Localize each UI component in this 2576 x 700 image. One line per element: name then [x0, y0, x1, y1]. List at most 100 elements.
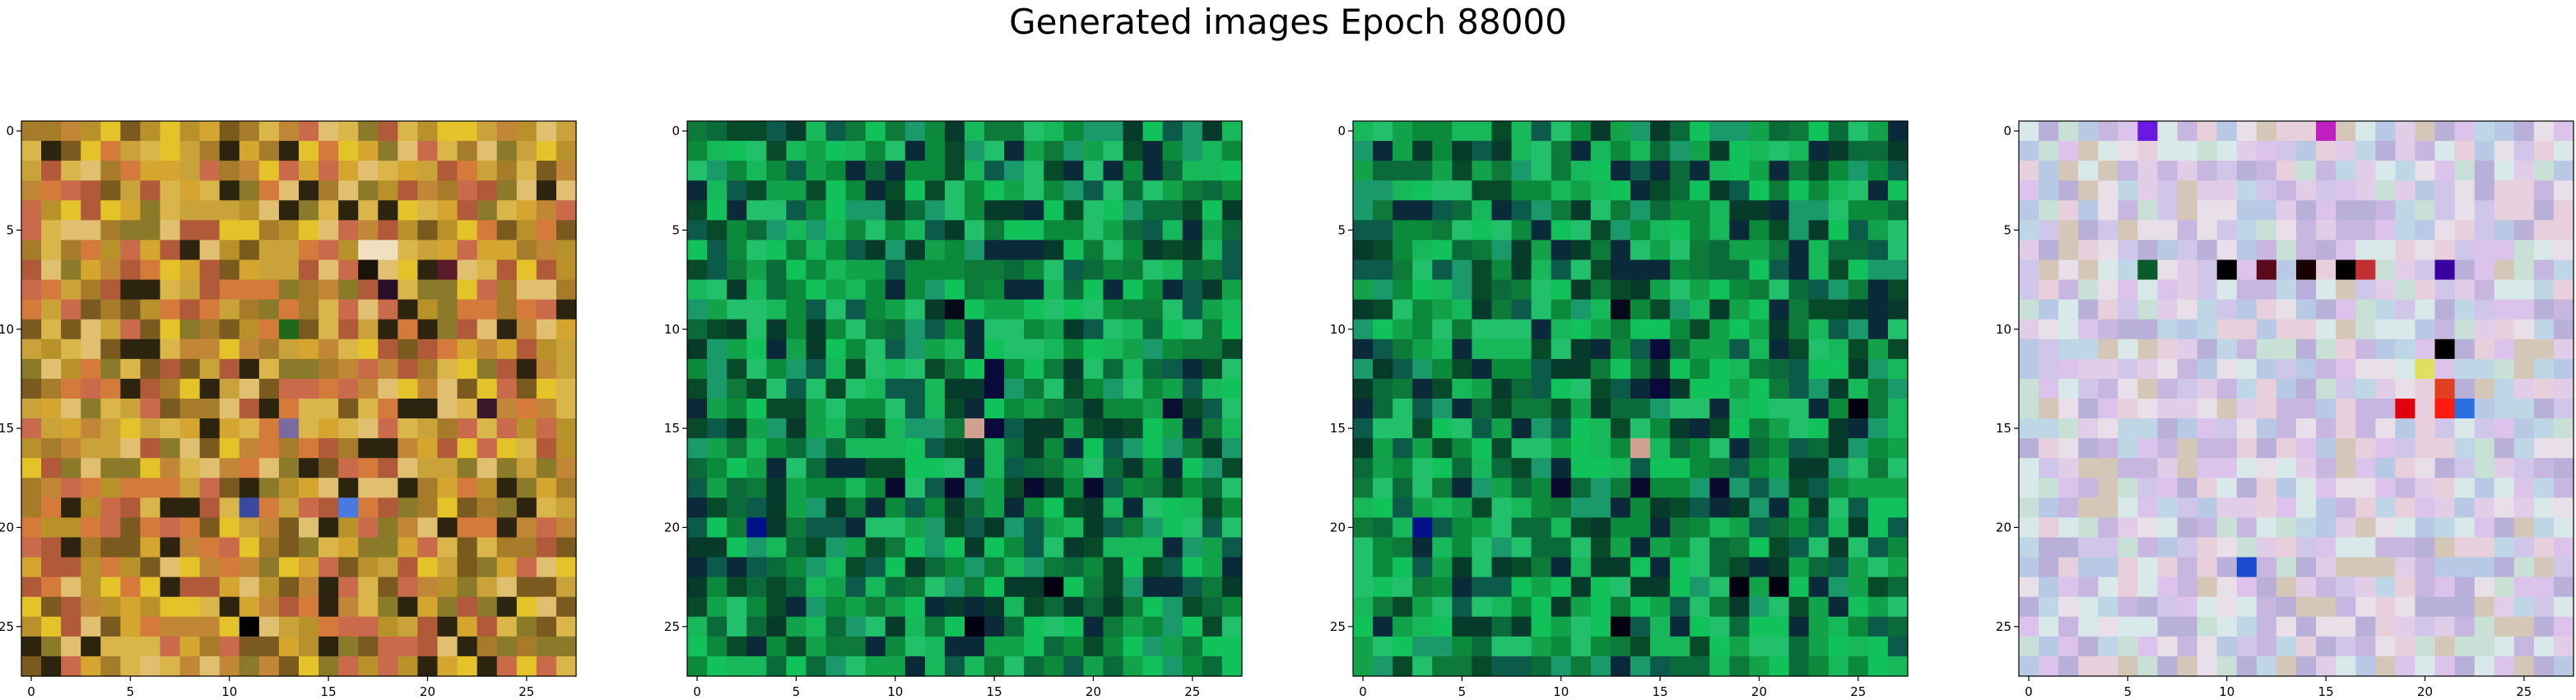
pixel-cell	[140, 497, 161, 519]
pixel-cell	[2415, 418, 2436, 439]
pixel-cell	[536, 299, 557, 320]
pixel-cell	[338, 121, 359, 142]
pixel-cell	[1182, 299, 1203, 320]
pixel-cell	[536, 438, 557, 459]
pixel-cell	[477, 279, 498, 301]
pixel-cell	[2256, 161, 2277, 181]
pixel-cell	[1202, 220, 1223, 241]
pixel-cell	[378, 279, 398, 301]
pixel-cell	[2454, 279, 2476, 301]
pixel-cell	[319, 358, 339, 380]
pixel-cell	[2513, 438, 2535, 459]
pixel-cell	[437, 576, 458, 598]
pixel-cell	[1887, 121, 1909, 142]
pixel-cell	[806, 299, 827, 320]
pixel-cell	[1887, 259, 1909, 281]
pixel-cell	[2375, 557, 2396, 578]
pixel-cell	[1393, 656, 1413, 677]
pixel-cell	[2395, 299, 2416, 320]
x-tick-label: 25	[1850, 684, 1866, 699]
pixel-cell	[1123, 279, 1144, 301]
pixel-cell	[1887, 220, 1909, 241]
pixel-cell	[727, 557, 747, 578]
pixel-cell	[1570, 141, 1592, 161]
pixel-cell	[1769, 378, 1790, 399]
pixel-cell	[1769, 656, 1790, 677]
pixel-cell	[457, 180, 478, 201]
pixel-cell	[338, 537, 359, 558]
pixel-cell	[1123, 200, 1144, 221]
pixel-cell	[2355, 596, 2376, 618]
pixel-cell	[2137, 299, 2159, 320]
pixel-cell	[1788, 418, 1810, 439]
pixel-cell	[258, 299, 280, 320]
pixel-cell	[2454, 656, 2476, 677]
pixel-cell	[199, 358, 221, 380]
pixel-cell	[1769, 576, 1790, 598]
pixel-cell	[2415, 121, 2436, 142]
pixel-cell	[924, 161, 946, 181]
pixel-cell	[1590, 418, 1611, 439]
pixel-cell	[1491, 200, 1513, 221]
pixel-cell	[1808, 279, 1830, 301]
pixel-cell	[100, 458, 121, 478]
pixel-cell	[378, 656, 398, 677]
pixel-cell	[2553, 497, 2574, 519]
pixel-cell	[258, 338, 280, 360]
pixel-cell	[1432, 338, 1453, 360]
pixel-cell	[2098, 259, 2118, 281]
pixel-cell	[845, 279, 867, 301]
pixel-cell	[1610, 636, 1631, 657]
pixel-cell	[1709, 418, 1730, 439]
pixel-cell	[2454, 378, 2476, 399]
pixel-cell	[1808, 200, 1830, 221]
pixel-cell	[219, 259, 240, 281]
pixel-cell	[2197, 121, 2218, 142]
pixel-cell	[160, 418, 181, 439]
pixel-cell	[2336, 596, 2356, 618]
pixel-cell	[21, 358, 42, 380]
pixel-cell	[1531, 497, 1552, 519]
pixel-cell	[1610, 240, 1631, 261]
pixel-cell	[239, 259, 260, 281]
pixel-cell	[904, 517, 926, 539]
pixel-cell	[477, 418, 498, 439]
pixel-cell	[2157, 636, 2178, 657]
pixel-cell	[477, 220, 498, 241]
y-tick-label: 0	[6, 124, 14, 138]
pixel-cell	[1412, 596, 1433, 618]
pixel-cell	[1729, 279, 1751, 301]
pixel-cell	[120, 438, 142, 459]
pixel-cell	[61, 220, 81, 241]
pixel-cell	[1729, 299, 1751, 320]
pixel-cell	[944, 240, 965, 261]
pixel-cell	[1452, 279, 1473, 301]
pixel-cell	[1670, 616, 1690, 637]
pixel-cell	[1808, 497, 1830, 519]
pixel-cell	[1373, 636, 1393, 657]
pixel-cell	[2256, 200, 2277, 221]
pixel-cell	[219, 180, 240, 201]
pixel-cell	[2177, 358, 2198, 380]
pixel-cell	[1551, 418, 1572, 439]
pixel-cell	[160, 161, 181, 181]
pixel-cell	[1650, 259, 1671, 281]
pixel-cell	[41, 299, 62, 320]
pixel-cell	[1551, 141, 1572, 161]
pixel-cell	[2355, 200, 2376, 221]
pixel-cell	[2434, 596, 2456, 618]
pixel-cell	[885, 121, 906, 142]
pixel-cell	[2434, 259, 2456, 281]
pixel-cell	[2296, 418, 2317, 439]
pixel-cell	[2276, 299, 2297, 320]
pixel-cell	[1221, 299, 1243, 320]
pixel-cell	[766, 438, 787, 459]
pixel-cell	[81, 240, 101, 261]
pixel-cell	[1511, 141, 1532, 161]
pixel-cell	[727, 279, 747, 301]
pixel-cell	[496, 497, 518, 519]
pixel-cell	[1353, 220, 1374, 241]
pixel-cell	[984, 576, 1005, 598]
pixel-cell	[1221, 319, 1243, 340]
pixel-cell	[965, 517, 985, 539]
